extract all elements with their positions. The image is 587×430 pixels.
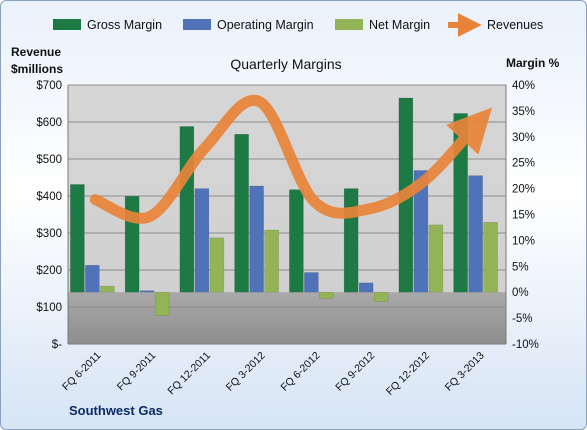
right-tick-label: 20%: [512, 184, 535, 196]
left-tick-label: $300: [36, 228, 62, 240]
left-tick-label: $600: [36, 117, 62, 129]
left-tick-label: $200: [36, 265, 62, 277]
bar-operating-margin: [358, 282, 374, 293]
bar-net-margin: [428, 224, 444, 293]
right-axis-label: Margin %: [506, 56, 560, 70]
category-label: FQ 9-2011: [115, 350, 159, 394]
bar-operating-margin: [85, 264, 100, 293]
bar-net-margin: [264, 229, 279, 293]
company-label: Southwest Gas: [69, 403, 163, 418]
category-label: FQ 3-2013: [443, 350, 487, 394]
legend-label-gross-margin: Gross Margin: [87, 18, 162, 32]
bar-operating-margin: [249, 185, 264, 293]
bar-gross-margin: [179, 126, 195, 293]
bar-gross-margin: [289, 189, 304, 293]
bar-operating-margin: [304, 272, 319, 293]
right-tick-label: 35%: [512, 106, 535, 118]
left-tick-label: $700: [36, 80, 62, 92]
bar-operating-margin: [139, 290, 155, 293]
legend-swatch-gross-margin: [53, 19, 81, 30]
bar-gross-margin: [343, 188, 359, 293]
category-label: FQ 6-2011: [60, 350, 104, 394]
right-tick-label: 15%: [512, 210, 535, 222]
bar-net-margin: [319, 291, 334, 299]
bar-net-margin: [373, 291, 389, 302]
right-tick-label: 25%: [512, 158, 535, 170]
left-tick-label: $500: [36, 154, 62, 166]
left-tick-label: $100: [36, 302, 62, 314]
category-label: FQ 6-2012: [279, 350, 323, 394]
right-tick-label: 30%: [512, 132, 535, 144]
bar-gross-margin: [70, 184, 85, 293]
left-tick-label: $-: [52, 339, 62, 351]
legend-label-revenues: Revenues: [487, 18, 543, 32]
bar-net-margin: [154, 291, 170, 316]
revenue-line-layer: [89, 94, 493, 224]
chart-title: Quarterly Margins: [230, 56, 341, 72]
right-tick-label: -10%: [512, 339, 539, 351]
category-label: FQ 12-2012: [384, 350, 432, 398]
right-tick-label: 40%: [512, 80, 535, 92]
bar-operating-margin: [413, 170, 429, 293]
category-label: FQ 9-2012: [333, 350, 377, 394]
bar-net-margin: [209, 237, 225, 293]
category-label: FQ 12-2011: [165, 350, 213, 398]
bar-gross-margin: [234, 133, 249, 293]
legend-swatch-operating-margin: [183, 19, 211, 30]
legend-label-operating-margin: Operating Margin: [217, 18, 314, 32]
plot-negative-region: [68, 292, 506, 344]
legend-label-net-margin: Net Margin: [369, 18, 430, 32]
right-tick-label: 5%: [512, 261, 529, 273]
right-tick-label: 10%: [512, 235, 535, 247]
right-tick-label: -5%: [512, 313, 532, 325]
right-tick-label: 0%: [512, 287, 529, 299]
category-label: FQ 3-2012: [224, 350, 268, 394]
legend-swatch-net-margin: [335, 19, 363, 30]
revenue-line: [89, 94, 493, 224]
legend: Gross Margin Operating Margin Net Margin…: [53, 13, 543, 37]
bar-net-margin: [483, 221, 498, 293]
left-tick-label: $400: [36, 191, 62, 203]
left-axis-label-line1: Revenue: [11, 45, 61, 59]
bar-operating-margin: [468, 175, 483, 293]
left-axis-label-line2: $millions: [11, 62, 63, 76]
bar-net-margin: [100, 285, 115, 293]
bar-operating-margin: [194, 188, 210, 293]
